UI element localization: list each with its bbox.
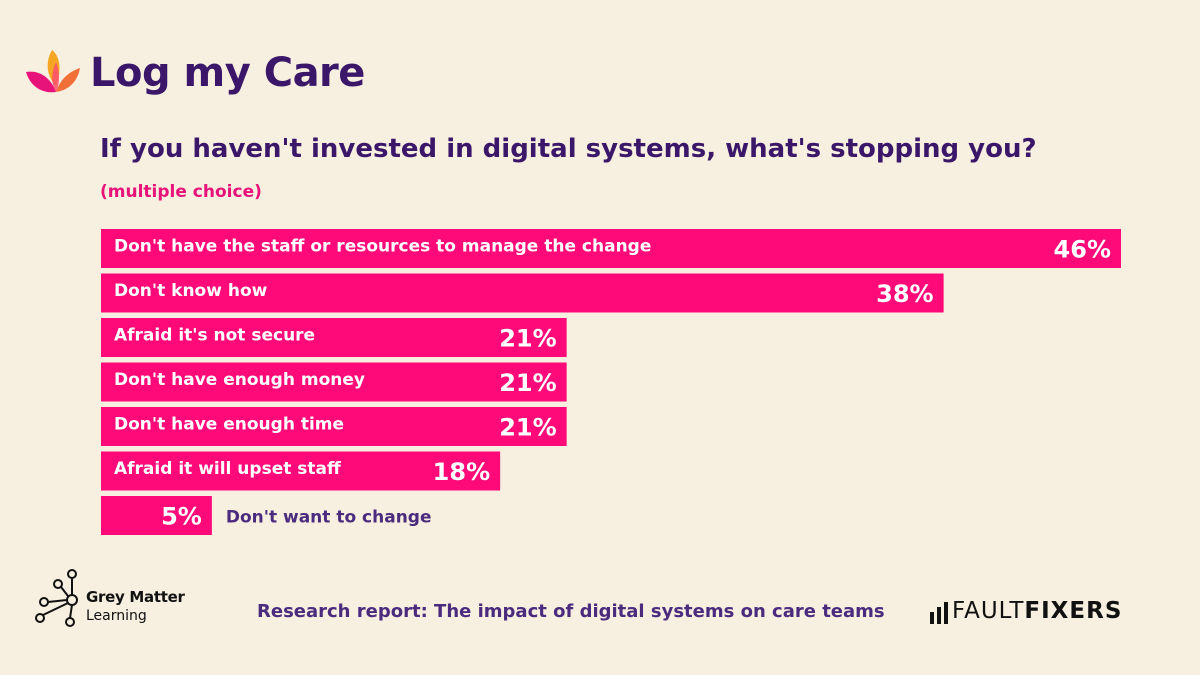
bar-category-label: Don't want to change <box>226 508 432 528</box>
bar-value-label: 38% <box>876 280 933 308</box>
bar-chart: 46% Don't have the staff or resources to … <box>101 229 1121 535</box>
bar-value-label: 5% <box>161 503 202 531</box>
fixers-text: FIXERS <box>1024 598 1123 624</box>
petal-logo-icon <box>26 50 80 93</box>
bar-0 <box>101 229 1121 268</box>
bars-logo-icon <box>930 602 948 624</box>
bar-4 <box>101 407 567 446</box>
bar-value-label: 18% <box>433 458 490 486</box>
bar-category-label: Afraid it will upset staff <box>114 459 341 479</box>
bar-3 <box>101 362 567 402</box>
bar-value-label: 21% <box>499 325 556 353</box>
grey-matter-sub: Learning <box>86 608 147 624</box>
brand-name: Log my Care <box>90 50 365 96</box>
fault-fixers-logo: FAULTFIXERS <box>930 598 1170 628</box>
network-nodes-icon <box>35 569 78 627</box>
bar-category-label: Don't have enough money <box>114 370 365 390</box>
bar-value-label: 46% <box>1054 236 1111 264</box>
bar-category-label: Don't know how <box>114 281 268 301</box>
bar-category-label: Don't have enough time <box>114 415 344 435</box>
report-caption: Research report: The impact of digital s… <box>257 601 885 622</box>
chart-subtitle: (multiple choice) <box>100 182 262 202</box>
bar-1 <box>101 273 944 313</box>
bar-2 <box>101 318 567 357</box>
bar-5 <box>101 451 501 491</box>
grey-matter-name: Grey Matter <box>86 588 185 606</box>
chart-title: If you haven't invested in digital syste… <box>100 134 1037 164</box>
bar-value-label: 21% <box>499 369 556 397</box>
bar-category-label: Don't have the staff or resources to man… <box>114 237 651 257</box>
bar-value-label: 21% <box>499 414 556 442</box>
log-my-care-logo: Log my Care <box>22 42 365 106</box>
bar-6 <box>101 496 212 535</box>
fault-text: FAULT <box>952 598 1025 624</box>
bar-category-label: Afraid it's not secure <box>114 326 315 346</box>
grey-matter-learning-logo: Grey Matter Learning <box>34 566 214 628</box>
